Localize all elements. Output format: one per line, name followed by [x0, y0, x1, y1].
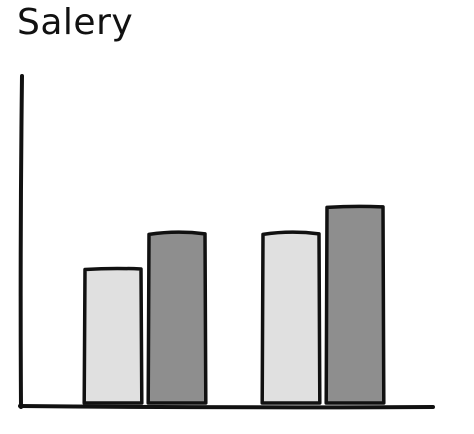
chart-title: Salery	[17, 2, 134, 43]
bar-group-2-series-1	[260, 230, 322, 405]
bars-group	[82, 204, 386, 405]
bar-group-1-series-1	[82, 266, 144, 405]
bar-group-1-series-2	[146, 230, 208, 405]
bar-group-2-series-2	[324, 204, 386, 405]
x-axis-line	[18, 404, 435, 410]
y-axis-line	[18, 74, 24, 409]
